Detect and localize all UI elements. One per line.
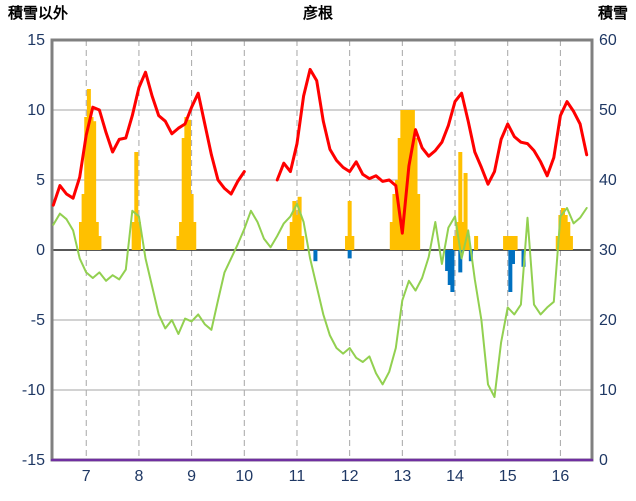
blue-bars [313, 250, 526, 292]
right-axis-tick-label: 30 [599, 242, 617, 259]
red-line [51, 67, 589, 235]
right-axis-tick-label: 40 [599, 172, 617, 189]
x-axis-tick-label: 13 [393, 468, 411, 485]
x-axis-tick-label: 10 [235, 468, 253, 485]
x-axis-tick-label: 7 [82, 468, 91, 485]
orange-bars [78, 89, 573, 250]
x-axis-tick-label: 15 [499, 468, 517, 485]
right-axis-tick-label: 60 [599, 32, 617, 49]
right-axis-title: 積雪 [597, 5, 628, 22]
green-line [52, 202, 588, 398]
x-axis-tick-label: 9 [187, 468, 196, 485]
x-axis-tick-label: 11 [289, 468, 306, 485]
left-axis-tick-label: -5 [31, 312, 45, 329]
left-axis-title: 積雪以外 [8, 5, 69, 22]
chart-title: 彦根 [302, 5, 333, 22]
left-axis-tick-label: -10 [22, 382, 45, 399]
x-axis-tick-label: 16 [551, 468, 569, 485]
right-axis-tick-label: 50 [599, 102, 617, 119]
left-axis-tick-label: 5 [36, 172, 45, 189]
x-axis-tick-label: 14 [446, 468, 464, 485]
right-axis-tick-label: 0 [599, 452, 608, 469]
x-axis-tick-label: 8 [134, 468, 143, 485]
left-axis-tick-label: -15 [22, 452, 45, 469]
right-axis-tick-label: 20 [599, 312, 617, 329]
x-axis-tick-label: 12 [341, 468, 359, 485]
right-axis-tick-label: 10 [599, 382, 617, 399]
left-axis-tick-label: 10 [27, 102, 45, 119]
left-axis-tick-label: 15 [27, 32, 45, 49]
horizontal-gridlines [52, 109, 592, 391]
left-axis-tick-label: 0 [36, 242, 45, 259]
